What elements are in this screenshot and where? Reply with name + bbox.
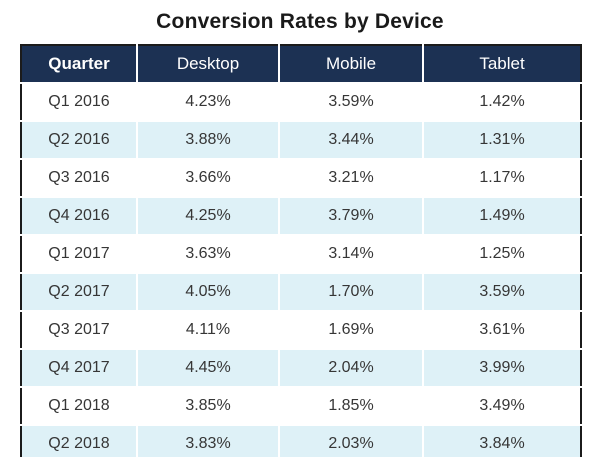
cell-tablet: 3.99%: [422, 348, 581, 387]
column-header-tablet: Tablet: [422, 45, 581, 83]
cell-quarter: Q1 2018: [21, 386, 137, 425]
cell-quarter: Q1 2016: [21, 82, 137, 121]
cell-desktop: 4.45%: [136, 348, 279, 387]
cell-desktop: 4.23%: [136, 82, 279, 121]
table-row: Q1 2018 3.85% 1.85% 3.49%: [21, 386, 581, 425]
cell-quarter: Q4 2016: [21, 196, 137, 235]
cell-tablet: 3.59%: [422, 272, 581, 311]
cell-desktop: 3.83%: [136, 424, 279, 457]
column-header-desktop: Desktop: [136, 45, 279, 83]
table-row: Q2 2016 3.88% 3.44% 1.31%: [21, 120, 581, 159]
column-header-mobile: Mobile: [278, 45, 423, 83]
cell-tablet: 3.49%: [422, 386, 581, 425]
table-body: Q1 2016 4.23% 3.59% 1.42% Q2 2016 3.88% 3.44% 1…: [21, 82, 581, 457]
cell-quarter: Q2 2018: [21, 424, 137, 457]
cell-desktop: 3.88%: [136, 120, 279, 159]
cell-quarter: Q3 2016: [21, 158, 137, 197]
cell-desktop: 4.25%: [136, 196, 279, 235]
cell-quarter: Q2 2017: [21, 272, 137, 311]
table-row: Q4 2016 4.25% 3.79% 1.49%: [21, 196, 581, 235]
table-row: Q3 2017 4.11% 1.69% 3.61%: [21, 310, 581, 349]
cell-mobile: 2.03%: [278, 424, 423, 457]
table-row: Q2 2018 3.83% 2.03% 3.84%: [21, 424, 581, 457]
cell-quarter: Q1 2017: [21, 234, 137, 273]
table-row: Q1 2017 3.63% 3.14% 1.25%: [21, 234, 581, 273]
cell-quarter: Q2 2016: [21, 120, 137, 159]
header-row: Quarter Desktop Mobile Tablet: [21, 45, 581, 83]
table-row: Q1 2016 4.23% 3.59% 1.42%: [21, 82, 581, 121]
cell-mobile: 1.85%: [278, 386, 423, 425]
cell-tablet: 3.61%: [422, 310, 581, 349]
cell-desktop: 4.11%: [136, 310, 279, 349]
column-header-quarter: Quarter: [21, 45, 137, 83]
cell-desktop: 4.05%: [136, 272, 279, 311]
table-row: Q2 2017 4.05% 1.70% 3.59%: [21, 272, 581, 311]
table-row: Q3 2016 3.66% 3.21% 1.17%: [21, 158, 581, 197]
cell-tablet: 1.42%: [422, 82, 581, 121]
cell-tablet: 1.31%: [422, 120, 581, 159]
cell-quarter: Q4 2017: [21, 348, 137, 387]
cell-mobile: 3.79%: [278, 196, 423, 235]
cell-desktop: 3.66%: [136, 158, 279, 197]
cell-mobile: 3.59%: [278, 82, 423, 121]
table-row: Q4 2017 4.45% 2.04% 3.99%: [21, 348, 581, 387]
cell-mobile: 3.21%: [278, 158, 423, 197]
cell-mobile: 1.70%: [278, 272, 423, 311]
conversion-rates-table: Quarter Desktop Mobile Tablet Q1 2016 4.2…: [20, 44, 582, 457]
cell-tablet: 3.84%: [422, 424, 581, 457]
page-title: Conversion Rates by Device: [156, 10, 444, 33]
cell-mobile: 2.04%: [278, 348, 423, 387]
cell-tablet: 1.17%: [422, 158, 581, 197]
cell-tablet: 1.49%: [422, 196, 581, 235]
cell-desktop: 3.63%: [136, 234, 279, 273]
cell-mobile: 3.14%: [278, 234, 423, 273]
cell-desktop: 3.85%: [136, 386, 279, 425]
cell-mobile: 3.44%: [278, 120, 423, 159]
cell-quarter: Q3 2017: [21, 310, 137, 349]
cell-tablet: 1.25%: [422, 234, 581, 273]
cell-mobile: 1.69%: [278, 310, 423, 349]
